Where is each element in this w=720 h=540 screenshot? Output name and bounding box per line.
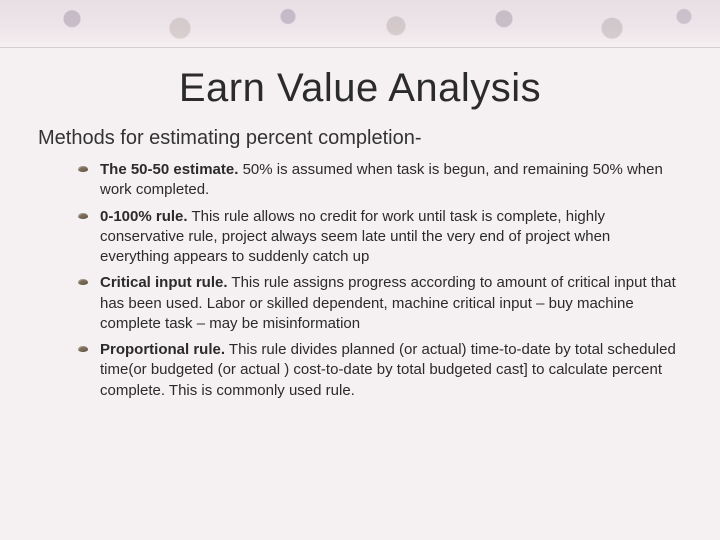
bullet-label: The 50-50 estimate. xyxy=(100,161,238,178)
bullet-list: The 50-50 estimate. 50% is assumed when … xyxy=(100,160,676,401)
slide-subtitle: Methods for estimating percent completio… xyxy=(38,127,720,150)
decorative-top-border xyxy=(0,0,720,48)
bullet-label: Critical input rule. xyxy=(100,274,228,291)
slide-title: Earn Value Analysis xyxy=(0,66,720,111)
list-item: Proportional rule. This rule divides pla… xyxy=(100,340,676,401)
list-item: The 50-50 estimate. 50% is assumed when … xyxy=(100,160,676,201)
bullet-label: Proportional rule. xyxy=(100,341,225,358)
list-item: Critical input rule. This rule assigns p… xyxy=(100,273,676,334)
list-item: 0-100% rule. This rule allows no credit … xyxy=(100,207,676,268)
bullet-label: 0-100% rule. xyxy=(100,208,188,225)
